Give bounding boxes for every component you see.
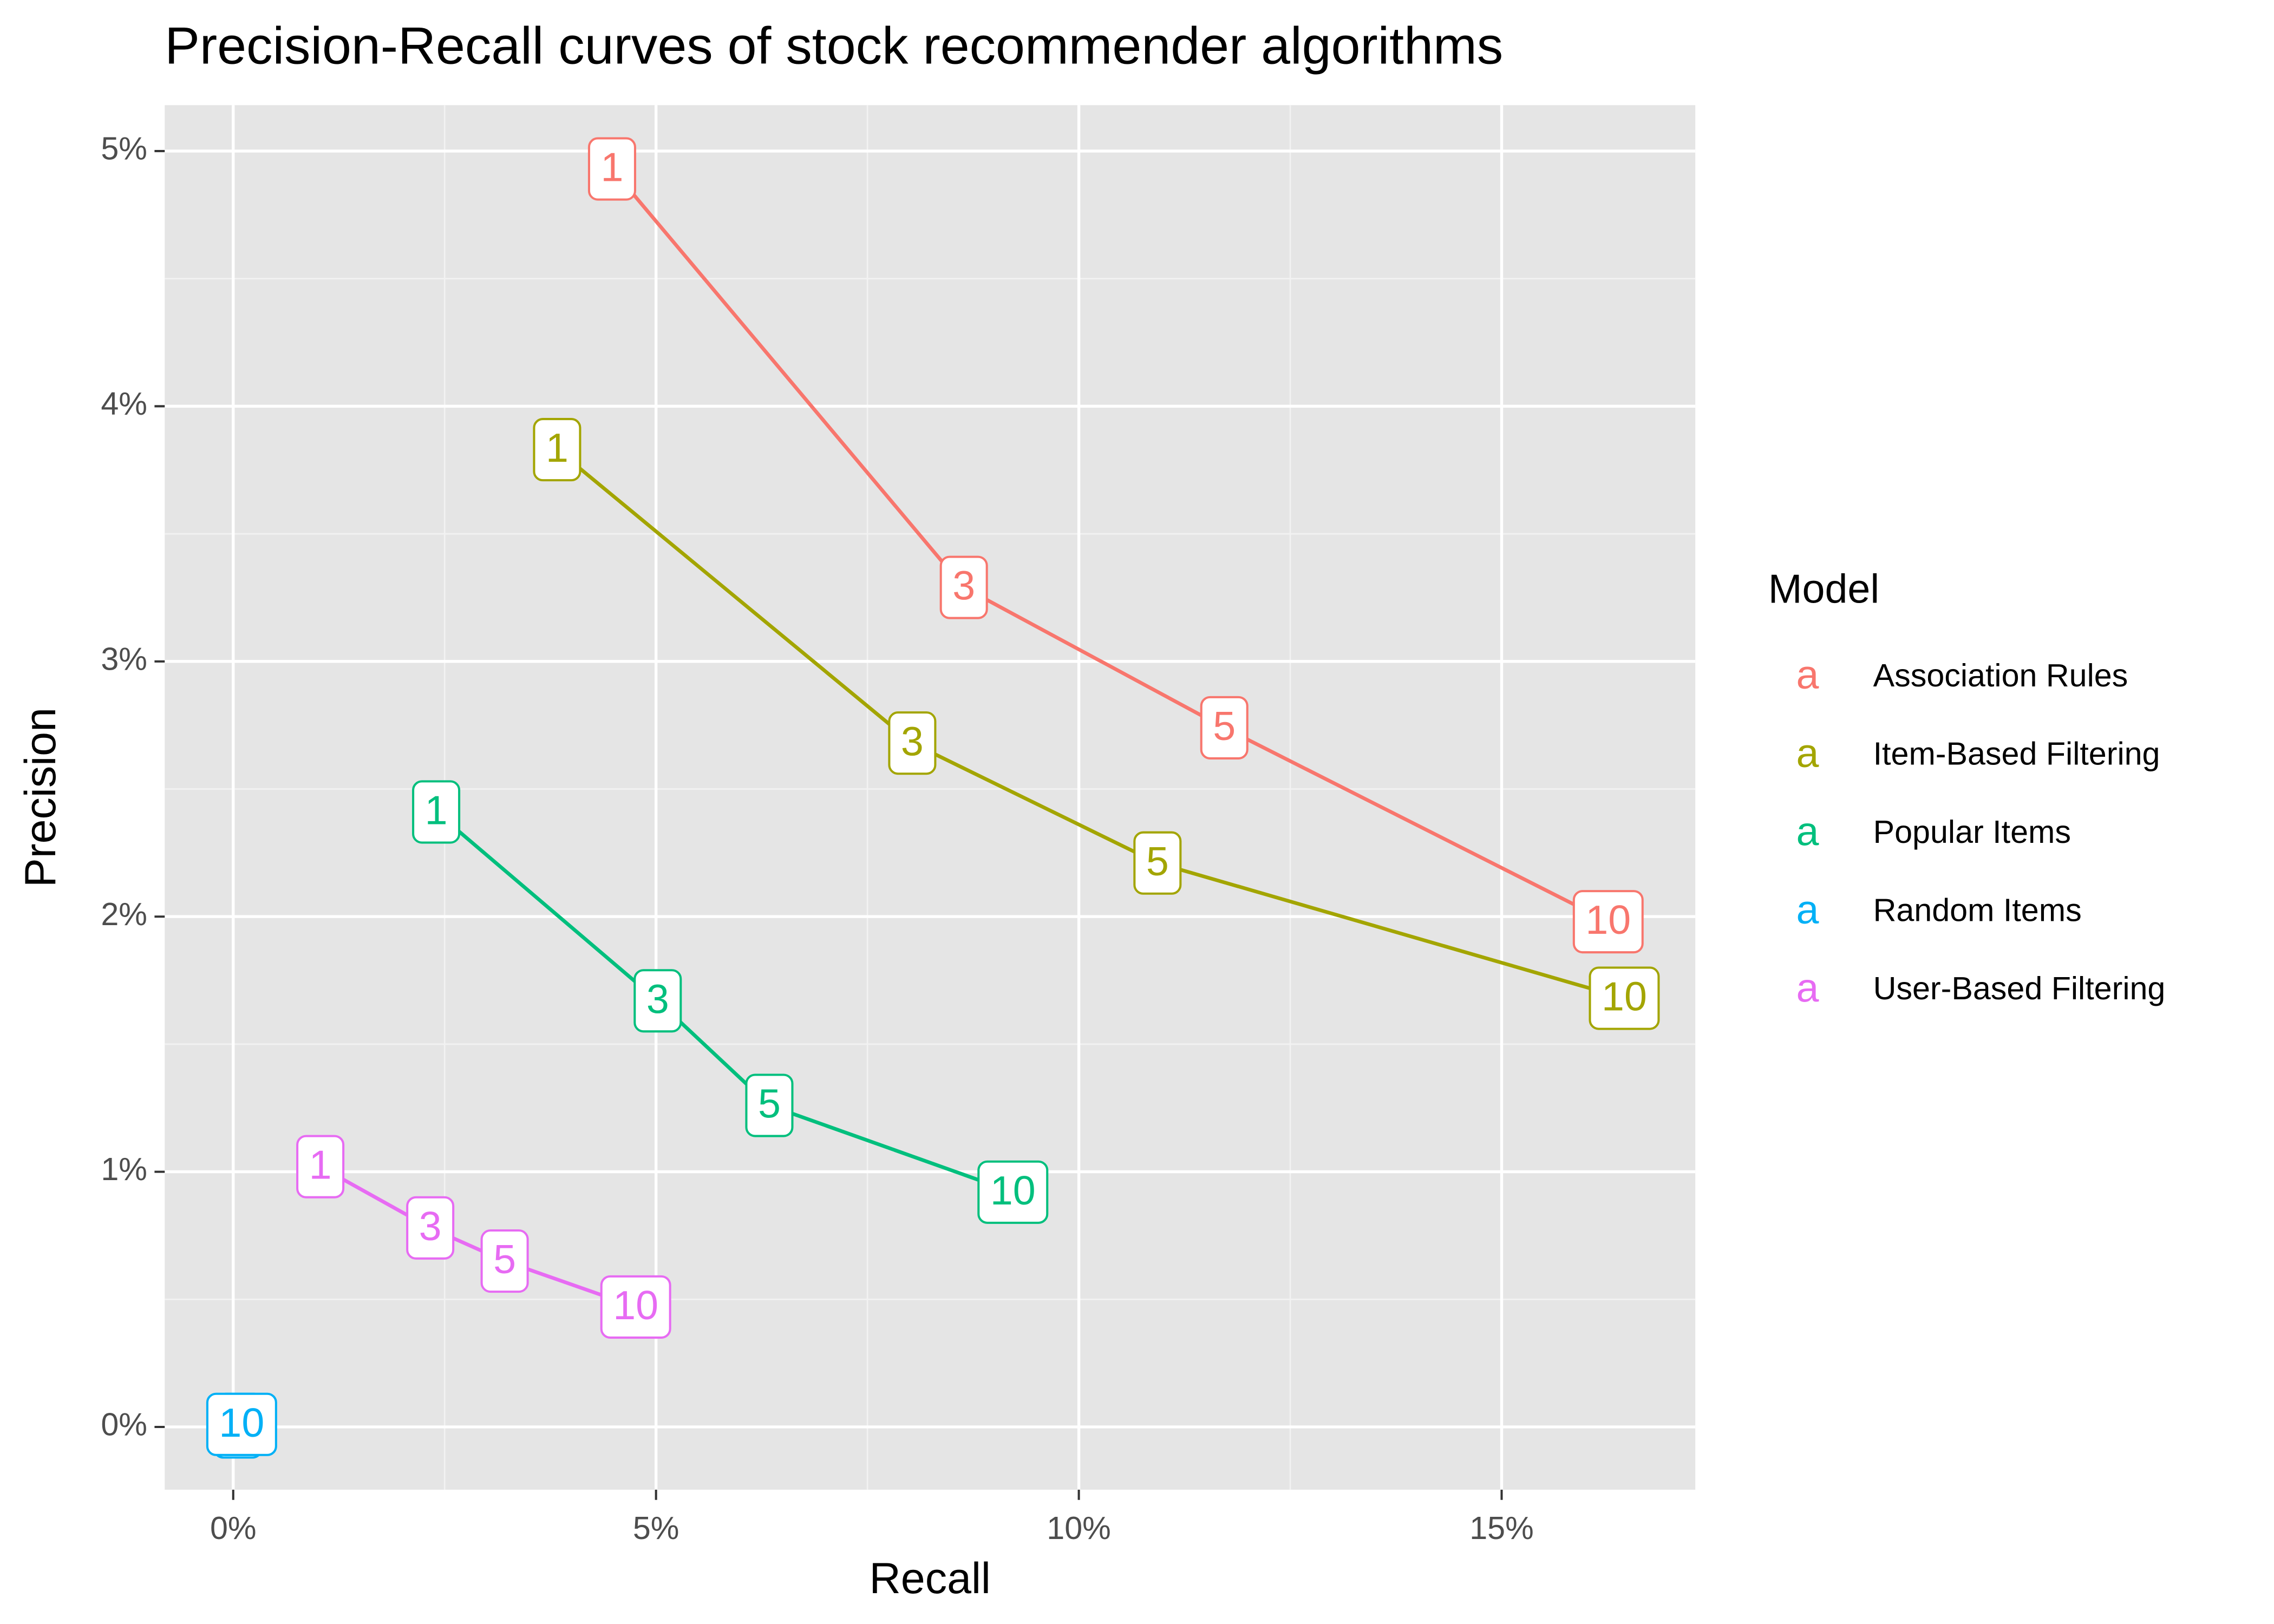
legend-label: User-Based Filtering (1873, 970, 2166, 1006)
point-label-text: 1 (425, 788, 448, 833)
series-line (319, 1165, 637, 1309)
point-label-box (206, 1392, 277, 1456)
point-label-box (1133, 831, 1182, 895)
legend-label: Item-Based Filtering (1873, 736, 2160, 772)
point-label-box (406, 1196, 455, 1260)
point-label-box (745, 1073, 794, 1137)
point-label: 1 (533, 418, 581, 482)
point-label: 5 (480, 1229, 529, 1293)
point-label: 1 (412, 780, 461, 844)
point-label: 5 (745, 1073, 794, 1137)
legend-label: Association Rules (1873, 657, 2128, 693)
series-line (610, 167, 1609, 924)
point-label-box (600, 1275, 671, 1339)
y-tick-label: 0% (101, 1406, 147, 1443)
point-label-text: 10 (613, 1282, 658, 1328)
legend-key: a (1796, 652, 1819, 697)
y-tick-label: 2% (101, 896, 147, 932)
point-label-box (587, 137, 636, 201)
point-label: 10 (977, 1160, 1049, 1224)
point-label-text: 5 (493, 1236, 516, 1282)
legend-key: a (1796, 808, 1819, 854)
point-label: 1 (587, 137, 636, 201)
point-label-text: 1 (600, 145, 623, 190)
point-label: 10 (1572, 890, 1644, 954)
y-axis-title: Precision (16, 708, 65, 887)
point-label-box (1589, 966, 1660, 1030)
point-label-box (633, 969, 682, 1033)
point-label-box (533, 418, 581, 482)
y-tick-label: 5% (101, 130, 147, 167)
point-label: 10 (1589, 966, 1660, 1030)
legend-key: a (1796, 965, 1819, 1011)
point-label-text: 10 (990, 1168, 1036, 1213)
y-tick-label: 3% (101, 640, 147, 677)
point-label-text: 1 (546, 425, 568, 470)
plot-panel (165, 105, 1696, 1490)
point-label: 3 (888, 711, 937, 775)
point-label-box (977, 1160, 1049, 1224)
point-label-text: 5 (1146, 839, 1169, 884)
legend-title: Model (1768, 566, 1879, 611)
point-label: 5 (1133, 831, 1182, 895)
point-label-text: 5 (1213, 703, 1236, 749)
point-label-box (939, 555, 988, 619)
legend-key: a (1796, 887, 1819, 932)
point-label-text: 10 (219, 1400, 264, 1445)
point-label: 5 (1200, 696, 1249, 759)
point-label-text: 10 (1602, 974, 1647, 1019)
point-label: 1 (296, 1135, 345, 1199)
point-label: 3 (939, 555, 988, 619)
point-label-box (1572, 890, 1644, 954)
point-label-text: 3 (419, 1203, 442, 1249)
point-label: 3 (406, 1196, 455, 1260)
point-label-box (1200, 696, 1249, 759)
point-label-box (296, 1135, 345, 1199)
y-tick-label: 4% (101, 385, 147, 422)
point-label: 10 (206, 1392, 277, 1456)
x-axis-title: Recall (869, 1554, 990, 1603)
x-tick-label: 0% (210, 1510, 257, 1546)
point-label: 10 (600, 1275, 671, 1339)
y-tick-label: 1% (101, 1151, 147, 1187)
series-line (435, 810, 1014, 1194)
x-tick-label: 10% (1047, 1510, 1111, 1546)
point-label-text: 3 (952, 563, 975, 608)
point-label: 3 (633, 969, 682, 1033)
chart-title: Precision-Recall curves of stock recomme… (165, 16, 1503, 75)
point-label-text: 3 (901, 718, 924, 764)
legend-label: Random Items (1873, 892, 2082, 928)
legend-label: Popular Items (1873, 814, 2071, 850)
point-label-text: 5 (758, 1081, 781, 1127)
legend-key: a (1796, 730, 1819, 776)
point-label-text: 3 (646, 976, 669, 1021)
point-label-text: 10 (1585, 897, 1631, 942)
series-line (556, 448, 1625, 1000)
x-tick-label: 15% (1469, 1510, 1534, 1546)
x-tick-label: 5% (633, 1510, 679, 1546)
point-label-box (888, 711, 937, 775)
point-label-box (480, 1229, 529, 1293)
point-label-text: 1 (309, 1142, 332, 1188)
point-label-box (412, 780, 461, 844)
